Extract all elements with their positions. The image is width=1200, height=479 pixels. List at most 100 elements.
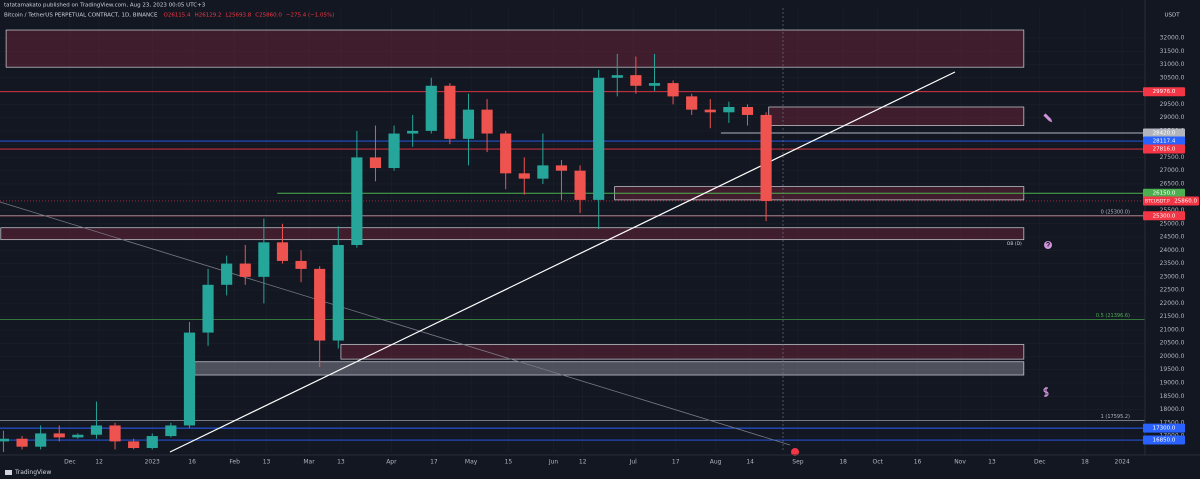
y-tick-label: 24000.0 — [1160, 247, 1185, 254]
dollar-icon — [1043, 387, 1049, 397]
event-marker — [791, 448, 799, 456]
zone — [194, 361, 1025, 376]
candle-body — [741, 106, 754, 115]
y-tick-label: 19500.0 — [1160, 366, 1185, 373]
y-tick-label: 18000.0 — [1160, 406, 1185, 413]
x-tick-label: Feb — [229, 459, 240, 466]
candle-body — [723, 106, 735, 113]
x-tick-label: Dec — [1034, 459, 1046, 466]
symbol-line: Bitcoin / TetherUS PERPETUAL CONTRACT, 1… — [4, 13, 158, 19]
price-chip — [1143, 144, 1185, 154]
y-tick-label: 22000.0 — [1160, 300, 1185, 307]
levels: 0 (25300.0) 0.5 (21396.6) 1 (17595.2) — [0, 91, 1145, 441]
candle-body — [295, 260, 307, 269]
x-tick-label: Aug — [710, 459, 722, 466]
y-tick-label: 19000.0 — [1160, 379, 1185, 386]
candle-body — [388, 133, 400, 169]
y-tick-label: 18500.0 — [1160, 393, 1185, 400]
candle-body — [518, 173, 530, 179]
price-chip — [1143, 87, 1185, 97]
price-chip-label: 28420.0 — [1153, 130, 1176, 136]
x-tick-label: Dec — [64, 459, 76, 466]
x-tick-label: 13 — [337, 459, 345, 466]
question-icon — [1044, 241, 1052, 249]
candle-body — [72, 434, 84, 438]
candle-body — [16, 438, 28, 447]
price-chip — [1143, 211, 1185, 221]
x-tick-label: 2023 — [145, 459, 160, 466]
candle-body — [369, 157, 382, 169]
y-tick-label: 23000.0 — [1160, 273, 1185, 280]
price-chip-label: 25300.0 — [1153, 213, 1176, 219]
candle-body — [481, 109, 493, 134]
x-tick-label: 18 — [1081, 459, 1089, 466]
author-line: tatatamakato published on TradingView.co… — [4, 3, 206, 9]
zone — [5, 29, 1025, 68]
price-axis — [1145, 0, 1200, 455]
candle-body — [760, 114, 772, 201]
candle-body — [128, 441, 140, 449]
y-tick-label: 32000.0 — [1160, 34, 1185, 41]
fib-label: 0.5 (21396.6) — [1096, 313, 1130, 319]
candle-body — [258, 242, 270, 277]
candle-body — [574, 170, 586, 200]
axes: 17000.017500.018000.018500.019000.019500… — [64, 34, 1199, 466]
candle-body — [221, 263, 233, 285]
candle-body — [425, 85, 437, 131]
price-chip — [1143, 188, 1185, 198]
price-chip — [1143, 136, 1185, 146]
price-chip-label: 28117.4 — [1153, 139, 1176, 145]
candle-body — [686, 96, 698, 110]
price-chip-label: 16850.0 — [1153, 438, 1176, 444]
currency: USDT — [1164, 13, 1180, 19]
candle-body — [35, 433, 47, 447]
candle-body — [146, 436, 158, 449]
x-tick-label: 12 — [95, 459, 103, 466]
candle-body — [537, 165, 549, 179]
y-tick-label: 21000.0 — [1160, 326, 1185, 333]
brand-text: TradingView — [14, 469, 51, 476]
candle-body — [555, 165, 568, 171]
candle-body — [611, 75, 623, 78]
y-tick-label: 31500.0 — [1160, 48, 1185, 55]
price-chip — [1143, 128, 1185, 138]
x-tick-label: 2024 — [1115, 459, 1130, 466]
x-tick-label: 15 — [505, 459, 513, 466]
price-chip-label: 26150.0 — [1153, 191, 1176, 197]
candle-body — [667, 83, 679, 97]
y-tick-label: 20000.0 — [1160, 353, 1185, 360]
y-tick-label: 20500.0 — [1160, 340, 1185, 347]
ohlc-readout: H26129.2 — [195, 13, 222, 19]
candle-body — [53, 433, 65, 438]
candle-body — [183, 332, 196, 426]
y-tick-label: 25500.0 — [1160, 207, 1185, 214]
x-tick-label: 16 — [188, 459, 196, 466]
ohlc-readout: C25860.0 — [255, 13, 282, 19]
fib-label: 0 (25300.0) — [1101, 209, 1130, 215]
candle-body — [351, 157, 363, 245]
trend-line — [169, 71, 956, 453]
last-price-symbol: BTCUSDT.P — [1145, 198, 1170, 204]
x-tick-label: 12 — [579, 459, 587, 466]
y-tick-label: 26500.0 — [1160, 180, 1185, 187]
candle-body — [407, 130, 419, 134]
trend-line — [0, 201, 791, 446]
candle-body — [704, 109, 716, 113]
zones: OB (D) — [0, 29, 1025, 376]
candle-body — [630, 75, 642, 86]
candle-body — [90, 425, 103, 435]
fib-label: 1 (17595.2) — [1101, 414, 1130, 420]
y-tick-label: 22500.0 — [1160, 287, 1185, 294]
candle-body — [444, 85, 456, 139]
ohlc-readout: O26115.4 — [163, 13, 191, 19]
candle-body — [314, 268, 326, 341]
x-tick-label: 16 — [914, 459, 922, 466]
y-tick-label: 24500.0 — [1160, 234, 1185, 241]
candle-body — [239, 263, 251, 277]
pencil-icon — [1043, 113, 1053, 123]
candles — [0, 53, 772, 452]
candle-body — [165, 425, 177, 437]
price-chip-label: 17300.0 — [1153, 426, 1176, 432]
x-tick-label: Jul — [629, 459, 638, 466]
